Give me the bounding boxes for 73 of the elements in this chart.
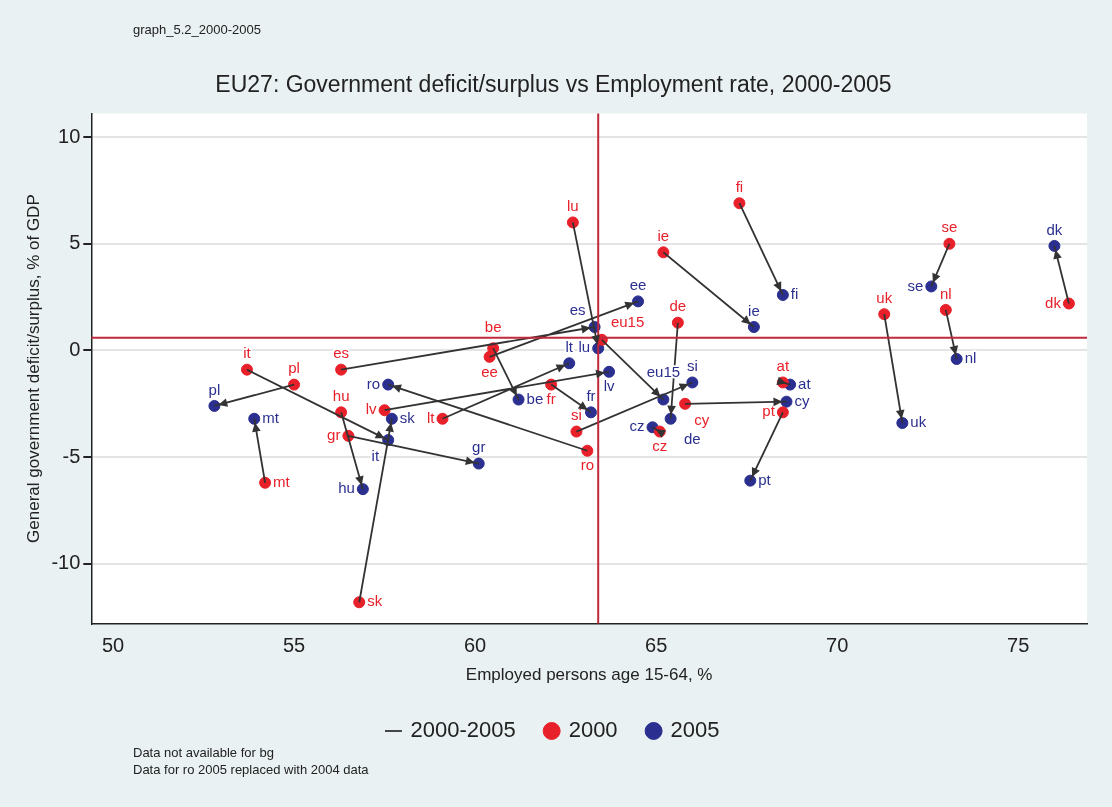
x-tick-label: 55 [282,634,306,657]
text: graph_5.2_2000-2005 [133,22,261,37]
data-label: be [484,317,502,335]
data-label: it [371,446,380,464]
data-label: ie [657,226,670,244]
y-tick-label: 0 [69,337,81,360]
data-label: si [686,357,698,375]
data-label: es [569,300,586,318]
data-label: gr [327,425,341,443]
data-label: si [571,406,582,424]
data-label: de [669,297,687,315]
x-tick-label: 75 [1007,634,1030,657]
data-label: dk [1046,220,1063,238]
x-axis-title: Employed persons age 15-64, % [465,665,713,685]
data-label: nl [964,349,977,367]
data-label: de [683,429,701,447]
x-tick-label: 60 [463,634,487,657]
data-label: lt [427,408,436,426]
data-label: uk [910,413,927,431]
data-label: lt [565,337,574,355]
data-label: uk [876,288,893,306]
legend-label: 2000 [568,717,618,743]
data-label: cz [652,437,668,455]
data-label: lv [603,377,615,395]
data-label: pt [758,470,772,488]
data-label: hu [338,479,355,497]
x-tick-label: 70 [826,634,849,657]
legend-label: 2005 [670,717,720,743]
data-label: cy [794,391,810,409]
chart-title: EU27: Government deficit/surplus vs Employment rate, 2000-2005 [215,71,892,98]
data-label: pl [288,359,300,377]
data-label: lv [365,400,378,418]
legend-label: 2000-2005 [410,717,516,743]
data-label: se [907,276,924,294]
data-label: nl [939,284,952,302]
y-tick-label: 10 [58,124,81,147]
data-label: ro [366,374,381,392]
y-tick-label: -10 [51,551,81,574]
y-axis-title: General government deficit/surplus, % of GDP [23,194,43,543]
data-label: at [776,357,790,375]
data-label: mt [273,472,291,490]
data-label: eu15 [610,313,645,331]
data-label: cz [629,417,645,435]
data-label: be [526,389,544,407]
data-label: lu [567,197,579,215]
x-tick-label: 50 [101,634,125,657]
data-label: dk [1045,293,1062,311]
data-label: fr [586,386,596,404]
data-label: at [798,374,812,392]
data-label: fi [790,285,799,303]
data-label: ee [481,362,498,380]
data-label: hu [332,386,350,404]
text: Data not available for bg [133,745,274,760]
data-label: gr [472,438,486,456]
data-label: pt [762,402,776,420]
data-label: pl [208,380,221,398]
text: Data for ro 2005 replaced with 2004 data [133,762,369,777]
data-label: lu [578,338,591,356]
data-label: it [243,344,252,362]
data-label: sk [367,592,383,610]
y-tick-label: -5 [62,444,81,467]
data-label: cy [694,410,710,428]
data-label: es [333,344,350,362]
data-label: ie [748,301,760,319]
data-label: fr [546,390,556,408]
x-tick-label: 65 [645,634,668,657]
y-tick-label: 5 [69,231,81,254]
data-label: se [941,218,958,236]
data-label: mt [262,408,280,426]
data-label: ee [629,276,647,294]
data-label: fi [735,177,744,195]
data-label: ro [580,456,595,474]
data-label: sk [399,408,416,426]
